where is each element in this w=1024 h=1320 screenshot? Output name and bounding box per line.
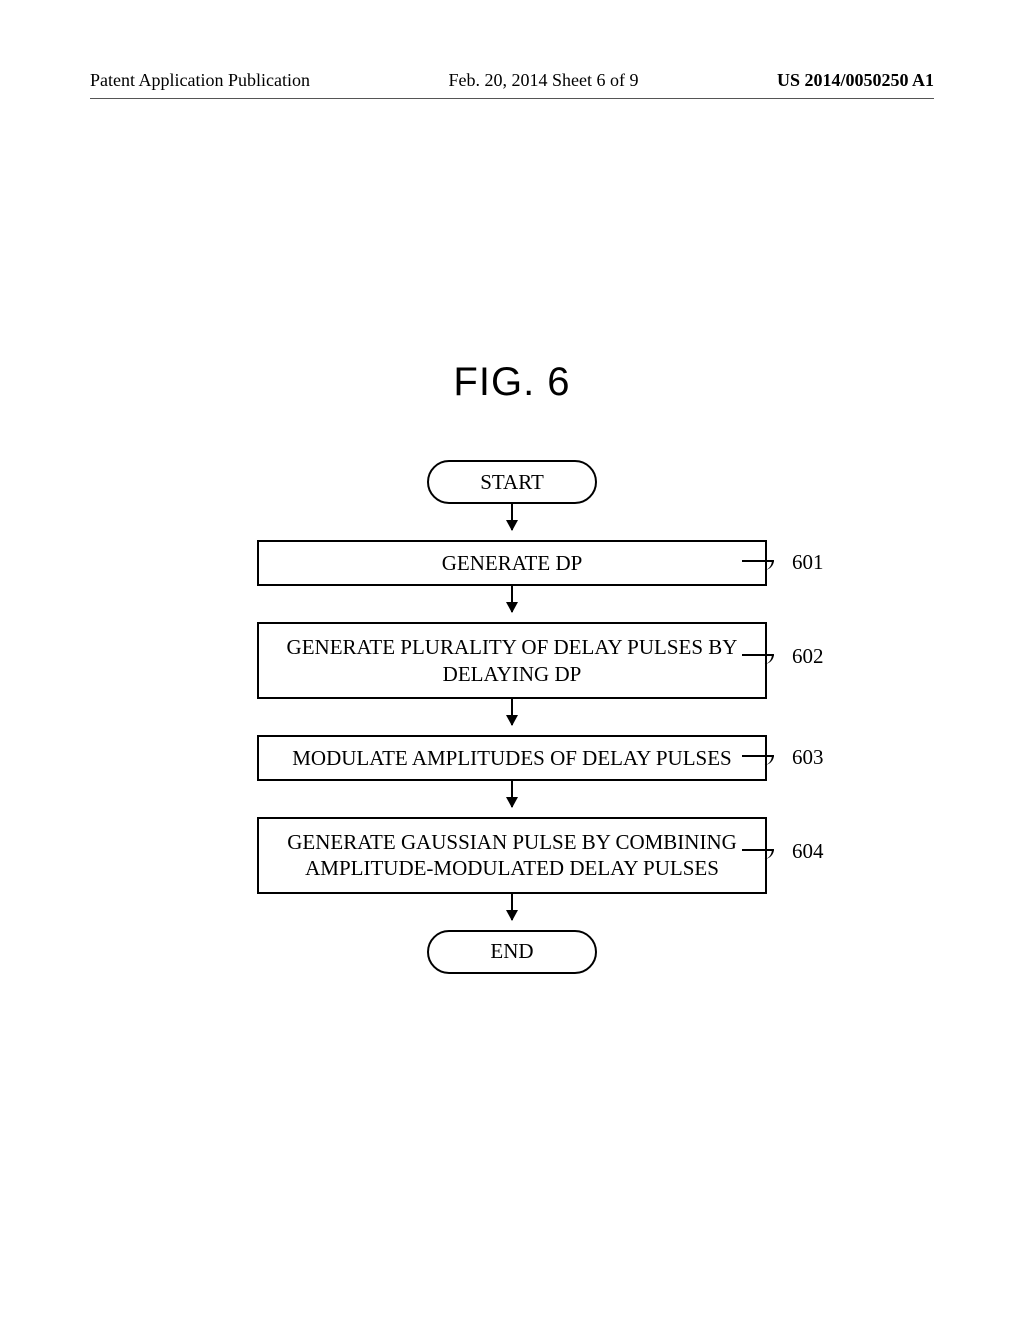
arrow (232, 894, 792, 930)
ref-602: 602 (792, 644, 824, 669)
terminal-end: END (427, 930, 597, 974)
flowchart: START GENERATE DP 601 GENERATE PLURALITY… (232, 460, 792, 974)
leader-3 (742, 755, 774, 765)
arrow (232, 586, 792, 622)
step-3: MODULATE AMPLITUDES OF DELAY PULSES (257, 735, 767, 781)
arrow (232, 699, 792, 735)
terminal-start: START (427, 460, 597, 504)
step-4: GENERATE GAUSSIAN PULSE BY COMBINING AMP… (257, 817, 767, 894)
step-row-3: MODULATE AMPLITUDES OF DELAY PULSES 603 (232, 735, 792, 781)
step-2: GENERATE PLURALITY OF DELAY PULSES BY DE… (257, 622, 767, 699)
ref-601: 601 (792, 550, 824, 575)
leader-1 (742, 560, 774, 570)
end-label: END (490, 939, 533, 964)
step-row-4: GENERATE GAUSSIAN PULSE BY COMBINING AMP… (232, 817, 792, 894)
ref-603: 603 (792, 745, 824, 770)
leader-4 (742, 849, 774, 859)
header-left: Patent Application Publication (90, 70, 310, 91)
header-center: Feb. 20, 2014 Sheet 6 of 9 (448, 70, 638, 91)
step-4-text: GENERATE GAUSSIAN PULSE BY COMBINING AMP… (287, 830, 737, 880)
step-3-text: MODULATE AMPLITUDES OF DELAY PULSES (292, 746, 731, 770)
start-label: START (480, 470, 544, 495)
step-row-1: GENERATE DP 601 (232, 540, 792, 586)
step-1-text: GENERATE DP (442, 551, 583, 575)
page-header: Patent Application Publication Feb. 20, … (90, 70, 934, 91)
step-row-2: GENERATE PLURALITY OF DELAY PULSES BY DE… (232, 622, 792, 699)
step-1: GENERATE DP (257, 540, 767, 586)
arrow (232, 504, 792, 540)
header-right: US 2014/0050250 A1 (777, 70, 934, 91)
step-2-text: GENERATE PLURALITY OF DELAY PULSES BY DE… (287, 635, 738, 685)
leader-2 (742, 654, 774, 664)
arrow (232, 781, 792, 817)
ref-604: 604 (792, 839, 824, 864)
header-rule (90, 98, 934, 99)
figure-title: FIG. 6 (0, 360, 1024, 405)
